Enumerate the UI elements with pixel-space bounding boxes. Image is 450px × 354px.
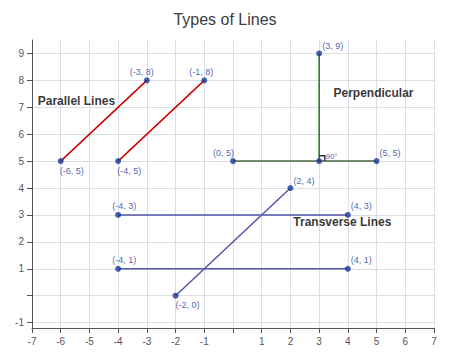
svg-text:(0, 5): (0, 5) [213,148,234,158]
svg-text:-6: -6 [56,336,65,347]
svg-text:(-6, 5): (-6, 5) [60,166,84,176]
svg-text:-7: -7 [28,336,37,347]
svg-text:1: 1 [259,336,265,347]
svg-text:3: 3 [316,336,322,347]
svg-text:(-2, 0): (-2, 0) [176,300,200,310]
svg-text:(4, 3): (4, 3) [351,201,372,211]
svg-text:-4: -4 [114,336,123,347]
svg-text:1: 1 [18,263,24,274]
svg-text:(-4, 3): (-4, 3) [112,201,136,211]
svg-text:4: 4 [18,183,24,194]
svg-text:-5: -5 [85,336,94,347]
svg-text:Perpendicular: Perpendicular [334,86,414,100]
svg-text:2: 2 [288,336,294,347]
svg-text:-3: -3 [142,336,151,347]
svg-text:2: 2 [18,236,24,247]
svg-text:(-4, 5): (-4, 5) [117,166,141,176]
svg-text:Types of Lines: Types of Lines [173,11,276,28]
svg-text:7: 7 [18,102,24,113]
svg-text:-2: -2 [171,336,180,347]
svg-text:7: 7 [431,336,437,347]
svg-text:(2, 4): (2, 4) [293,176,314,186]
svg-text:(-3, 8): (-3, 8) [130,67,154,77]
svg-text:5: 5 [374,336,380,347]
svg-text:8: 8 [18,75,24,86]
svg-text:3: 3 [18,209,24,220]
svg-text:(5, 5): (5, 5) [380,148,401,158]
svg-text:9: 9 [18,48,24,59]
svg-text:-1: -1 [200,336,209,347]
svg-text:-1: -1 [15,317,24,328]
svg-text:Parallel Lines: Parallel Lines [38,94,116,108]
svg-text:(3, 9): (3, 9) [322,41,343,51]
svg-text:(4, 1): (4, 1) [351,255,372,265]
svg-text:5: 5 [18,156,24,167]
svg-text:6: 6 [18,129,24,140]
svg-text:(-4, 1): (-4, 1) [112,255,136,265]
svg-text:4: 4 [345,336,351,347]
svg-text:(-1, 8): (-1, 8) [189,67,213,77]
svg-text:Transverse Lines: Transverse Lines [293,215,391,229]
svg-text:90°: 90° [325,152,337,161]
svg-text:6: 6 [403,336,409,347]
